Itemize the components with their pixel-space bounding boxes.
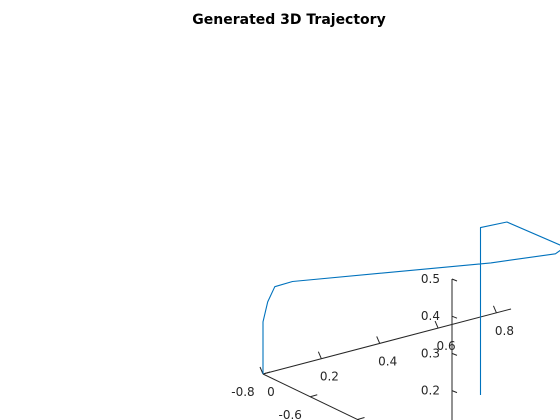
x-axis-line [262, 308, 512, 375]
z-tick-label: 0.5 [421, 272, 440, 286]
z-tick-mark [451, 352, 458, 356]
x-tick-mark [434, 320, 439, 329]
plot-area [262, 221, 560, 395]
y-tick-mark [310, 394, 318, 398]
x-tick-label: 0 [267, 385, 275, 399]
axes: 00.20.40.60.80-0.2-0.4-0.6-0.800.10.20.3… [231, 272, 514, 420]
x-tick-mark [317, 351, 322, 359]
y-tick-label: -0.8 [231, 385, 254, 399]
z-tick-label: 0.2 [421, 384, 440, 398]
chart-title: Generated 3D Trajectory [192, 12, 385, 28]
y-tick-label: -0.6 [279, 408, 302, 420]
x-tick-mark [492, 305, 497, 313]
z-tick-mark [451, 390, 458, 394]
z-tick-label: 0.3 [421, 346, 440, 360]
z-tick-mark [451, 278, 458, 282]
z-tick-label: 0.4 [421, 309, 440, 323]
series-line [262, 221, 560, 395]
y-tick-mark [262, 371, 271, 375]
z-tick-mark [451, 315, 458, 319]
x-tick-label: 0.2 [320, 370, 339, 384]
y-tick-mark [357, 417, 365, 420]
x-tick-label: 0.6 [437, 339, 456, 353]
x-tick-label: 0.4 [378, 354, 397, 368]
x-tick-mark [376, 336, 381, 344]
x-tick-label: 0.8 [495, 324, 514, 338]
